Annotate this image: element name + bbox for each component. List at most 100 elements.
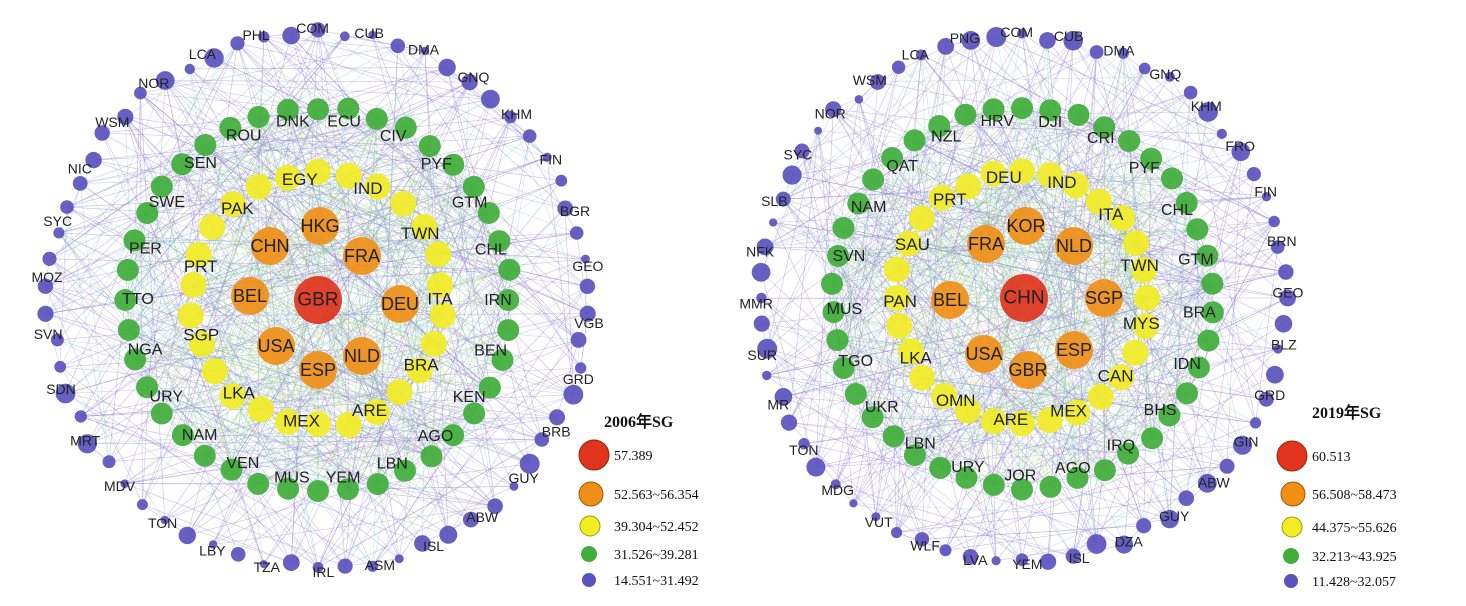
node-label-tier3: CAN [1098, 367, 1134, 386]
node-periphery [439, 525, 458, 544]
node-tier4 [442, 153, 465, 176]
node-tier4 [1141, 427, 1164, 450]
edge [833, 109, 874, 180]
edge [843, 179, 874, 369]
node-periphery [282, 26, 300, 45]
edge [232, 396, 496, 507]
edge [766, 375, 1105, 471]
edge [57, 36, 346, 341]
edge [1169, 271, 1287, 520]
edge [65, 175, 349, 394]
edge [837, 243, 987, 341]
edge [205, 144, 288, 178]
node-label-periphery: LCA [189, 46, 217, 62]
node-label-periphery: SYC [43, 213, 72, 229]
edge [967, 376, 1122, 411]
edge [967, 202, 1187, 411]
legend-range: 56.508~58.473 [1312, 488, 1397, 503]
node-label-tier4: PYF [421, 156, 452, 173]
edge [125, 118, 377, 301]
node-layer [751, 27, 1296, 570]
node-label-tier2: ESP [300, 360, 336, 380]
edge [134, 359, 400, 559]
node-periphery [54, 360, 67, 373]
edge [1100, 393, 1188, 398]
edge [147, 118, 377, 214]
node-tier4 [366, 473, 389, 496]
node-tier4 [1176, 382, 1198, 405]
node-tier4 [1067, 103, 1090, 126]
edge [835, 484, 1074, 557]
node-label-tier3: EGY [282, 170, 318, 189]
edge [892, 157, 1213, 284]
edge [317, 171, 425, 227]
node-periphery [1136, 518, 1152, 534]
edge [1073, 185, 1077, 351]
edge [940, 467, 1023, 490]
node-label-periphery: SVN [34, 326, 63, 342]
edge [1021, 269, 1145, 490]
edge [833, 109, 1025, 299]
edge [788, 422, 1125, 545]
edge [1151, 111, 1209, 439]
edge [58, 232, 346, 567]
node-tier4 [1117, 442, 1140, 465]
edge [213, 505, 496, 545]
node-periphery [259, 560, 268, 569]
edge [855, 243, 987, 395]
edge [801, 150, 1023, 490]
edge [791, 174, 941, 469]
edge [843, 367, 1101, 398]
node-periphery [37, 278, 54, 294]
node-label-tier4: ROU [226, 128, 262, 145]
legend-swatch-green [581, 546, 597, 562]
edge [499, 232, 577, 242]
edge [80, 329, 130, 417]
edge [57, 339, 349, 490]
node-label-periphery: TON [148, 515, 177, 531]
edge [260, 212, 489, 410]
node-label-tier4: NZL [931, 128, 961, 145]
node-label-periphery: GNQ [457, 69, 489, 85]
edge [429, 145, 581, 369]
node-label-periphery: MOZ [31, 269, 63, 285]
edge [1169, 202, 1187, 520]
edge [134, 359, 378, 485]
node-periphery [178, 526, 196, 545]
node-tier4 [982, 98, 1005, 121]
edge [45, 299, 126, 315]
edge [965, 114, 1198, 230]
edge [275, 109, 319, 347]
edge [896, 466, 1228, 533]
edge [921, 158, 1152, 219]
edge [835, 109, 994, 485]
edge [835, 157, 893, 485]
edge [182, 98, 491, 165]
edge [147, 108, 349, 214]
node-periphery [509, 481, 519, 491]
edge [837, 255, 1025, 299]
edge [102, 132, 430, 147]
node-periphery [1273, 344, 1283, 354]
edge [182, 329, 509, 436]
node-tier3 [420, 330, 447, 357]
edge [996, 36, 1209, 341]
edge [211, 226, 232, 470]
edge [993, 173, 1029, 371]
node-tier4 [1201, 301, 1224, 324]
edge [269, 245, 588, 287]
edge [1078, 114, 1208, 256]
node-tier4 [337, 478, 359, 501]
node-label-periphery: COM [1000, 24, 1033, 40]
edge [843, 367, 894, 437]
node-label-tier4: TGO [838, 353, 873, 370]
node-label-tier4: CHL [475, 241, 507, 258]
edge [190, 118, 377, 316]
node-periphery [830, 479, 841, 490]
node-periphery [1117, 47, 1129, 59]
edge [896, 171, 1023, 270]
edge [1021, 107, 1105, 128]
edge [125, 36, 346, 301]
edge [213, 57, 289, 111]
